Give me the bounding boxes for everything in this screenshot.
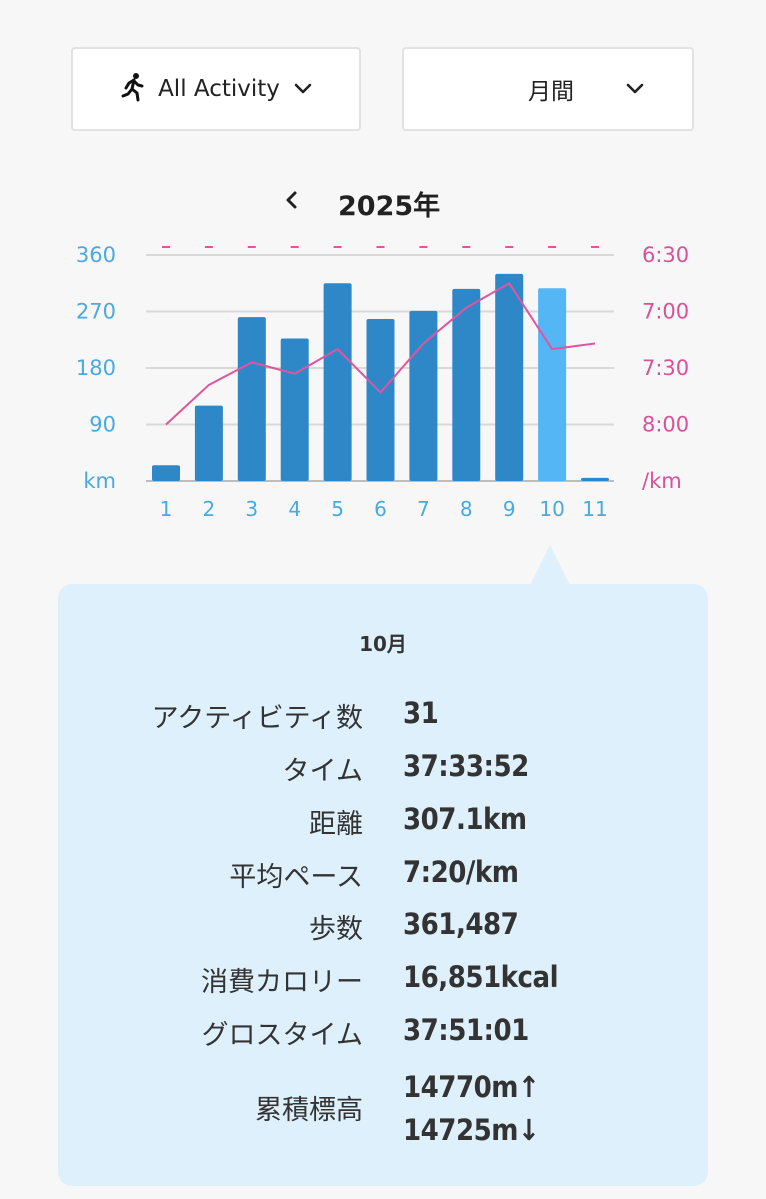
chevron-down-icon — [294, 80, 312, 99]
distance-bar — [194, 405, 223, 481]
stat-label: 歩数 — [309, 914, 363, 945]
right-axis-tick: /km — [642, 469, 682, 493]
stat-label: 消費カロリー — [201, 967, 363, 998]
stat-label: 累積標高 — [255, 1095, 363, 1126]
distance-bar — [538, 288, 567, 481]
elevation-gain: 14770m↑ — [403, 1070, 540, 1104]
month-details-panel: 10月 アクティビティ数 31 タイム 37:33:52 距離 307.1km … — [58, 584, 708, 1186]
x-axis-tick: 7 — [417, 497, 430, 521]
distance-bar — [409, 310, 438, 481]
panel-title: 10月 — [359, 632, 407, 656]
distance-bar — [152, 465, 180, 481]
stat-label: 平均ペース — [229, 862, 363, 893]
x-axis-tick: 8 — [460, 497, 473, 521]
activity-filter-label: All Activity — [158, 76, 280, 102]
right-axis-tick: 7:30 — [642, 356, 689, 380]
stat-value: 307.1km — [403, 802, 527, 836]
stat-label: 距離 — [309, 809, 363, 840]
x-axis-tick: 4 — [288, 497, 301, 521]
x-axis-tick: 11 — [582, 497, 607, 521]
x-axis-tick: 3 — [245, 497, 258, 521]
activity-filter-dropdown[interactable]: All Activity — [71, 47, 361, 131]
stat-value: 361,487 — [403, 907, 519, 941]
distance-bar — [280, 338, 309, 481]
elevation-values: 14770m↑ 14725m↓ — [403, 1066, 540, 1152]
monthly-distance-pace-chart: 360 270 180 90 km 6:30 7:00 7:30 8:00/km 1 2 3 4 5 6 7 8… — [76, 243, 689, 521]
stat-value: 7:20/km — [403, 855, 519, 889]
year-title: 2025年 — [338, 191, 441, 222]
left-axis-tick: 270 — [76, 300, 116, 324]
year-navigation: 2025年 — [0, 176, 766, 226]
x-axis-tick: 2 — [203, 497, 216, 521]
left-axis-tick: 360 — [76, 243, 116, 267]
distance-bar — [237, 317, 266, 481]
pace-line — [165, 281, 596, 426]
runner-icon — [120, 72, 146, 106]
panel-pointer — [530, 545, 570, 585]
stat-value: 37:33:52 — [403, 749, 529, 783]
chevron-left-icon[interactable] — [280, 188, 304, 212]
period-filter-label: 月間 — [528, 79, 574, 105]
left-axis-tick: 90 — [89, 413, 116, 437]
left-axis-tick: 180 — [76, 356, 116, 380]
stat-label: タイム — [282, 756, 363, 787]
distance-bar — [495, 273, 524, 481]
distance-bar — [452, 288, 481, 481]
chevron-down-icon — [626, 80, 644, 99]
x-axis-tick: 6 — [374, 497, 387, 521]
elevation-loss: 14725m↓ — [403, 1113, 540, 1147]
distance-bar — [366, 319, 395, 481]
x-axis-tick: 5 — [331, 497, 344, 521]
x-axis-tick: 9 — [503, 497, 516, 521]
x-axis-tick: 1 — [160, 497, 173, 521]
distance-bar — [323, 283, 352, 481]
right-axis-tick: 8:00 — [642, 413, 689, 437]
right-axis-tick: 7:00 — [642, 300, 689, 324]
stat-label: グロスタイム — [201, 1020, 363, 1051]
distance-bar — [581, 477, 609, 481]
period-filter-dropdown[interactable]: 月間 — [402, 47, 694, 131]
stat-value: 37:51:01 — [403, 1013, 529, 1047]
right-axis-tick: 6:30 — [642, 243, 689, 267]
left-axis-tick: km — [83, 469, 116, 493]
stat-label: アクティビティ数 — [151, 703, 363, 734]
stat-value: 16,851kcal — [403, 960, 559, 994]
x-axis-tick: 10 — [539, 497, 564, 521]
stat-value: 31 — [403, 696, 439, 730]
